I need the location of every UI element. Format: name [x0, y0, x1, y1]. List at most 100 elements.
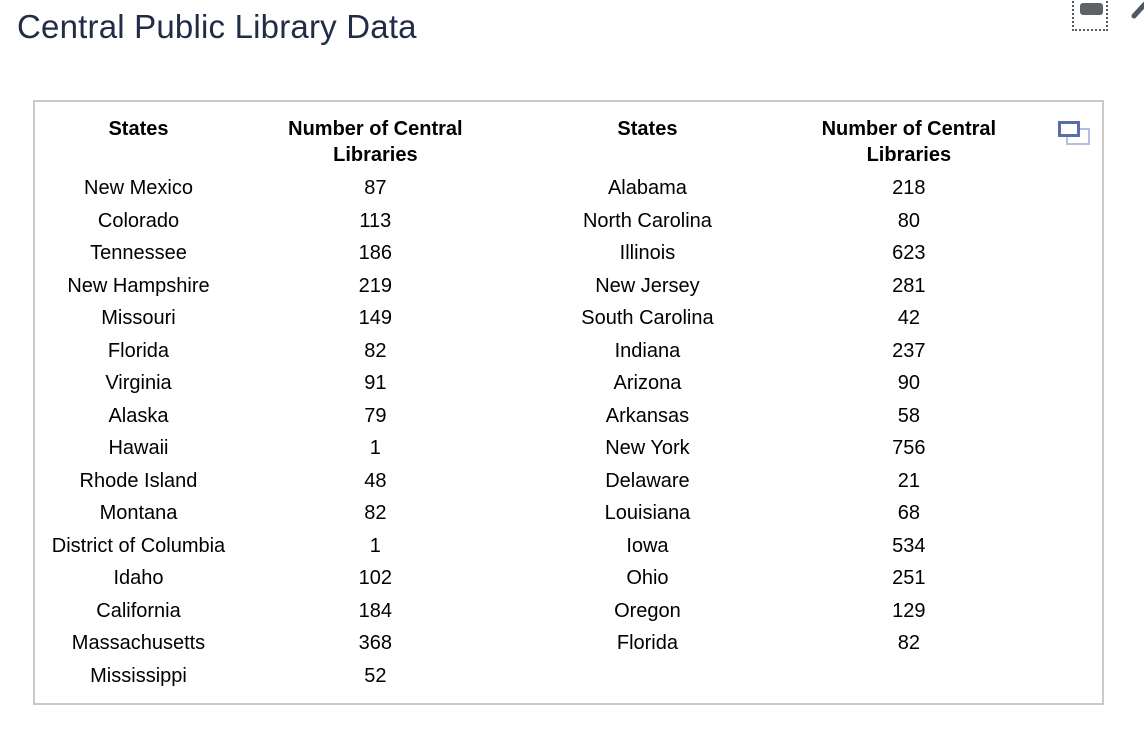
icon-spacer-cell	[1032, 335, 1102, 368]
library-count-cell: 42	[897, 307, 920, 329]
state-name-cell: Montana	[99, 502, 178, 524]
state-name-cell: New York	[605, 437, 690, 459]
library-count-cell: 113	[359, 209, 392, 232]
state-name-cell: Louisiana	[604, 502, 691, 524]
page-title: Central Public Library Data	[17, 8, 417, 45]
library-count-cell: 237	[892, 339, 926, 362]
state-name-cell: New Jersey	[595, 274, 700, 297]
library-count-cell: 534	[892, 534, 926, 557]
table-body: New Mexico 87 Alabama 218 Colorado 113 North C…	[35, 172, 1102, 692]
library-count-cell: 218	[892, 177, 926, 199]
state-name-cell: Arizona	[613, 372, 682, 394]
table-row: New Hampshire 219 New Jersey 281	[35, 270, 1102, 303]
library-count-cell: 186	[358, 242, 393, 264]
state-name-cell: New Hampshire	[67, 274, 210, 297]
library-count-cell: 1	[369, 437, 381, 459]
state-name-cell: Hawaii	[108, 437, 169, 459]
icon-spacer-cell	[1032, 367, 1102, 400]
table-row: Tennessee 186 Illinois 623	[35, 237, 1102, 270]
state-name-cell: California	[96, 599, 181, 622]
library-count-cell: 756	[892, 437, 926, 459]
library-data-table: States Number of Central Libraries State…	[35, 102, 1102, 692]
table-row: Idaho 102 Ohio 251	[35, 562, 1102, 595]
library-count-cell: 21	[897, 469, 920, 492]
icon-spacer-cell	[1032, 562, 1102, 595]
state-name-cell: Florida	[616, 632, 678, 654]
widget-drag-handle[interactable]	[1072, 0, 1108, 31]
state-name-cell: Colorado	[97, 209, 180, 232]
duplicate-icon-front-rect	[1058, 121, 1080, 137]
state-name-cell: Missouri	[101, 307, 176, 329]
library-count-cell: 219	[358, 274, 393, 297]
table-row: New Mexico 87 Alabama 218	[35, 172, 1102, 205]
library-count-cell: 251	[892, 567, 926, 589]
library-count-cell: 368	[358, 632, 393, 654]
state-name-cell: Indiana	[614, 339, 681, 362]
header-count-left: Number of Central Libraries	[288, 118, 463, 166]
state-name-cell: Idaho	[113, 567, 164, 589]
icon-spacer-cell	[1032, 270, 1102, 303]
library-count-cell: 87	[364, 177, 387, 199]
state-name-cell: Rhode Island	[79, 469, 198, 492]
header-count-right: Number of Central Libraries	[821, 118, 997, 166]
icon-spacer-cell	[1032, 432, 1102, 465]
state-name-cell: Iowa	[626, 534, 669, 557]
library-count-cell: 90	[897, 372, 920, 394]
library-count-cell: 91	[364, 372, 387, 394]
edit-pencil-icon[interactable]	[1131, 0, 1144, 22]
table-row: Colorado 113 North Carolina 80	[35, 205, 1102, 238]
library-count-cell: 129	[892, 599, 926, 622]
state-name-cell: Florida	[107, 339, 170, 362]
library-count-cell: 79	[364, 404, 387, 427]
state-name-cell: North Carolina	[582, 209, 712, 232]
library-count-cell: 281	[892, 274, 926, 297]
state-name-cell: Mississippi	[90, 664, 187, 687]
state-name-cell: Arkansas	[605, 404, 690, 427]
icon-spacer-cell	[1032, 302, 1102, 335]
library-count-cell: 184	[358, 599, 393, 622]
state-name-cell: New Mexico	[84, 177, 193, 199]
library-data-card: States Number of Central Libraries State…	[33, 100, 1104, 705]
library-count-cell: 82	[897, 632, 920, 654]
icon-spacer-cell	[1032, 530, 1102, 563]
state-name-cell: Delaware	[605, 469, 690, 492]
table-row: Missouri 149 South Carolina 42	[35, 302, 1102, 335]
state-name-cell	[509, 660, 786, 693]
library-count-cell: 80	[897, 209, 920, 232]
table-row: Virginia 91 Arizona 90	[35, 367, 1102, 400]
drag-handle-icon	[1080, 3, 1103, 15]
table-row: Alaska 79 Arkansas 58	[35, 400, 1102, 433]
icon-spacer-cell	[1032, 660, 1102, 693]
state-name-cell: Virginia	[105, 372, 172, 394]
library-count-cell: 48	[364, 469, 387, 492]
icon-spacer-cell	[1032, 497, 1102, 530]
state-name-cell: South Carolina	[581, 307, 714, 329]
icon-spacer-cell	[1032, 172, 1102, 205]
library-count-cell	[786, 660, 1031, 693]
library-count-cell: 82	[364, 339, 387, 362]
table-row: Montana 82 Louisiana 68	[35, 497, 1102, 530]
icon-spacer-cell	[1032, 465, 1102, 498]
state-name-cell: Alabama	[607, 177, 687, 199]
icon-spacer-cell	[1032, 205, 1102, 238]
library-count-cell: 52	[364, 664, 387, 687]
state-name-cell: Alaska	[108, 404, 169, 427]
state-name-cell: District of Columbia	[51, 534, 226, 557]
table-row: Hawaii 1 New York 756	[35, 432, 1102, 465]
state-name-cell: Oregon	[614, 599, 681, 622]
header-states-right: States	[617, 118, 678, 140]
library-count-cell: 58	[897, 404, 920, 427]
table-row: Massachusetts 368 Florida 82	[35, 627, 1102, 660]
duplicate-icon[interactable]	[1058, 121, 1091, 146]
table-row: Mississippi 52	[35, 660, 1102, 693]
table-header-row: States Number of Central Libraries State…	[35, 102, 1102, 172]
icon-spacer-cell	[1032, 237, 1102, 270]
table-row: Rhode Island 48 Delaware 21	[35, 465, 1102, 498]
library-count-cell: 82	[364, 502, 387, 524]
icon-spacer-cell	[1032, 400, 1102, 433]
table-row: Florida 82 Indiana 237	[35, 335, 1102, 368]
library-count-cell: 1	[369, 534, 381, 557]
table-row: California 184 Oregon 129	[35, 595, 1102, 628]
library-count-cell: 68	[897, 502, 920, 524]
state-name-cell: Ohio	[626, 567, 669, 589]
